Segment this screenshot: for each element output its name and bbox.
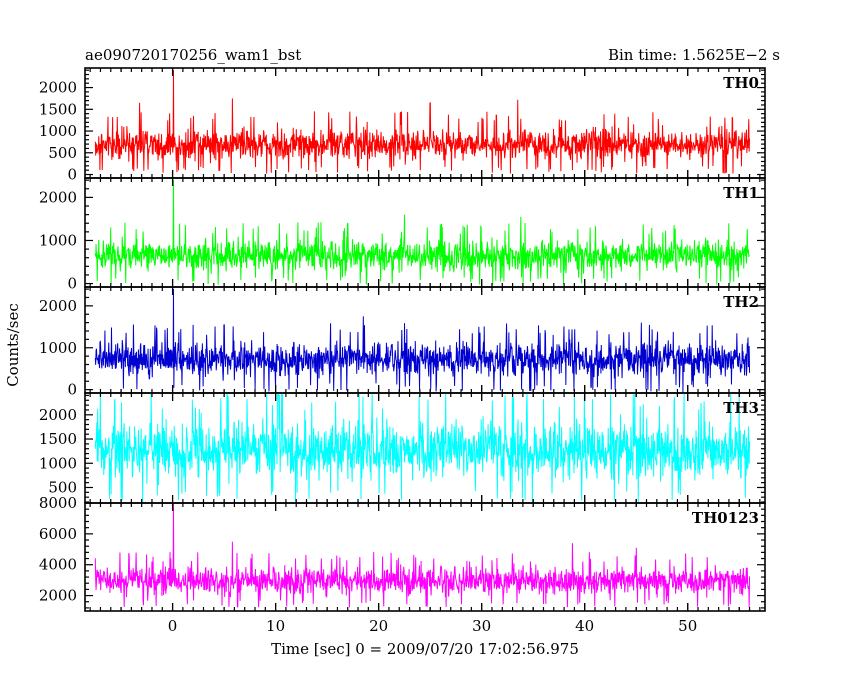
series-line-th1 [94,180,750,285]
y-tick-label: 1500 [39,430,77,448]
y-tick-label: 8000 [39,494,77,512]
panel-frame [84,502,766,612]
series-line-th2 [94,289,751,393]
panel-frame [84,286,766,394]
chart-title-right: Bin time: 1.5625E−2 s [608,46,780,64]
y-tick-label: 1000 [39,231,77,249]
y-tick-label: 500 [48,478,77,496]
panel-label-th0123: TH0123 [692,509,759,527]
panel-label-th2: TH2 [723,293,759,311]
series-line-th3 [94,392,751,504]
panel-th0123: 2000 4000 6000 8000 TH0123 [39,494,766,612]
x-tick-label: 0 [168,617,178,635]
x-tick-label: 40 [575,617,594,635]
y-tick-label: 1000 [39,454,77,472]
panel-label-th1: TH1 [723,184,759,202]
y-tick-label: 4000 [39,556,77,574]
x-tick-label: 20 [369,617,388,635]
x-tick-label: 50 [678,617,697,635]
panel-th3: 500 1000 1500 2000 TH3 [39,392,766,504]
panel-th2: 0 1000 2000 TH2 [39,286,766,399]
y-tick-label: 2000 [39,406,77,424]
chart-title-left: ae090720170256_wam1_bst [85,46,301,64]
series-line-th0 [94,70,751,174]
panel-th1: 0 1000 2000 TH1 [39,177,766,293]
y-axis-label: Counts/sec [4,303,22,387]
x-tick-label: 30 [472,617,491,635]
x-axis-label: Time [sec] 0 = 2009/07/20 17:02:56.975 [271,640,579,658]
x-axis: 0 10 20 30 40 50 [168,617,697,635]
y-tick-label: 1500 [39,100,77,118]
y-tick-label: 2000 [39,188,77,206]
panel-label-th0: TH0 [723,74,759,92]
y-tick-label: 0 [67,381,77,399]
series-line-th0123 [94,502,751,608]
y-tick-label: 500 [48,144,77,162]
y-tick-label: 0 [67,166,77,184]
y-tick-label: 6000 [39,525,77,543]
panels: 0 500 1000 1500 2000 TH0 0 1000 2000 TH1 0 1000 2000… [39,67,766,612]
y-tick-label: 1000 [39,339,77,357]
y-tick-label: 2000 [39,587,77,605]
y-tick-label: 2000 [39,79,77,97]
y-tick-label: 1000 [39,122,77,140]
y-tick-label: 2000 [39,297,77,315]
y-tick-label: 0 [67,275,77,293]
panel-frame [84,67,766,179]
panel-th0: 0 500 1000 1500 2000 TH0 [39,67,766,184]
panel-label-th3: TH3 [723,399,759,417]
x-tick-label: 10 [266,617,285,635]
